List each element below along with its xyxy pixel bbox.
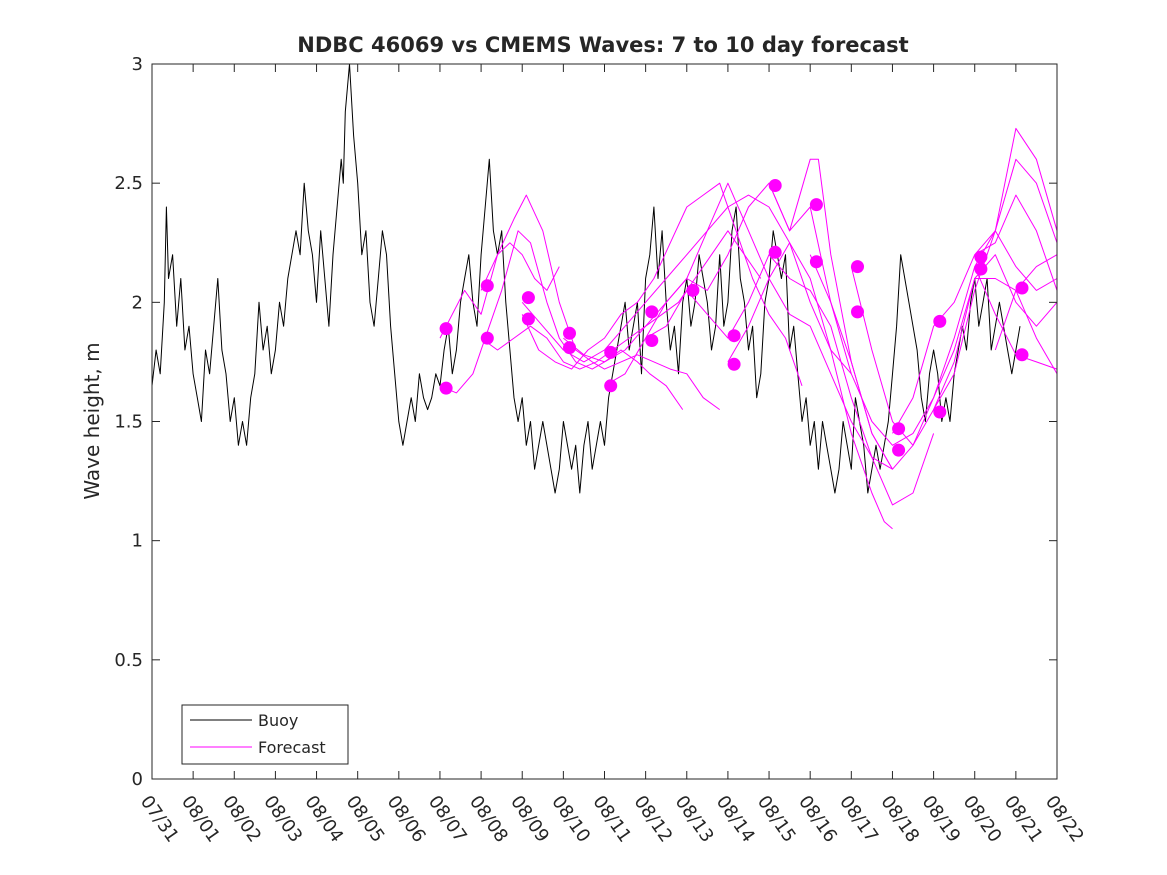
forecast-point [563, 341, 576, 355]
forecast-point [974, 262, 988, 276]
forecast-point [1015, 348, 1029, 362]
y-tick-label: 1.5 [114, 412, 143, 433]
forecast-point [892, 443, 906, 457]
buoy-series-line [151, 63, 1021, 494]
y-tick-label: 3 [132, 54, 143, 75]
y-tick-label: 0.5 [114, 650, 143, 671]
forecast-point [521, 291, 535, 305]
forecast-line-7 [563, 182, 893, 470]
forecast-point [480, 279, 494, 293]
forecast-point [686, 283, 700, 297]
forecast-point [480, 331, 494, 345]
forecast-line-1 [439, 242, 560, 339]
forecast-point [645, 334, 659, 347]
y-axis-label: Wave height, m [80, 342, 104, 499]
plot-area [151, 63, 1058, 530]
forecast-line-18 [994, 254, 1058, 351]
y-tick-label: 1 [132, 531, 143, 552]
forecast-point [604, 345, 618, 359]
forecast-point [563, 326, 576, 340]
legend: Buoy Forecast [181, 704, 349, 765]
forecast-line-13 [850, 127, 1058, 446]
forecast-point [521, 312, 535, 326]
y-tick-label: 0 [132, 769, 143, 790]
forecast-point [1015, 281, 1029, 295]
legend-forecast-label: Forecast [258, 738, 326, 757]
legend-buoy-label: Buoy [258, 711, 298, 730]
forecast-line-8 [604, 158, 893, 470]
forecast-point [809, 255, 823, 269]
forecast-point [933, 314, 947, 328]
forecast-point [439, 381, 453, 395]
forecast-line-4 [480, 230, 762, 370]
forecast-line-15 [933, 278, 1058, 410]
forecast-point [768, 245, 782, 259]
forecast-point [645, 305, 659, 319]
forecast-line-9 [645, 254, 935, 506]
forecast-point [727, 357, 741, 371]
forecast-line-10 [727, 242, 893, 530]
y-tick-label: 2.5 [114, 173, 143, 194]
chart-title: NDBC 46069 vs CMEMS Waves: 7 to 10 day f… [297, 33, 908, 57]
forecast-point [974, 250, 988, 264]
forecast-line-3 [480, 194, 720, 411]
forecast-point [604, 379, 618, 393]
legend-box [181, 704, 349, 765]
forecast-point [933, 405, 947, 419]
forecast-line-6 [521, 194, 852, 375]
forecast-point [727, 329, 741, 343]
forecast-point [768, 179, 782, 192]
forecast-point [892, 422, 906, 436]
forecast-point [439, 322, 453, 336]
forecast-point [851, 305, 864, 319]
y-tick-label: 2 [132, 292, 143, 313]
forecast-line-16 [974, 194, 1058, 291]
forecast-point [809, 198, 823, 212]
forecast-line-2 [439, 230, 684, 410]
forecast-line-5 [521, 182, 803, 386]
forecast-point [851, 260, 864, 274]
